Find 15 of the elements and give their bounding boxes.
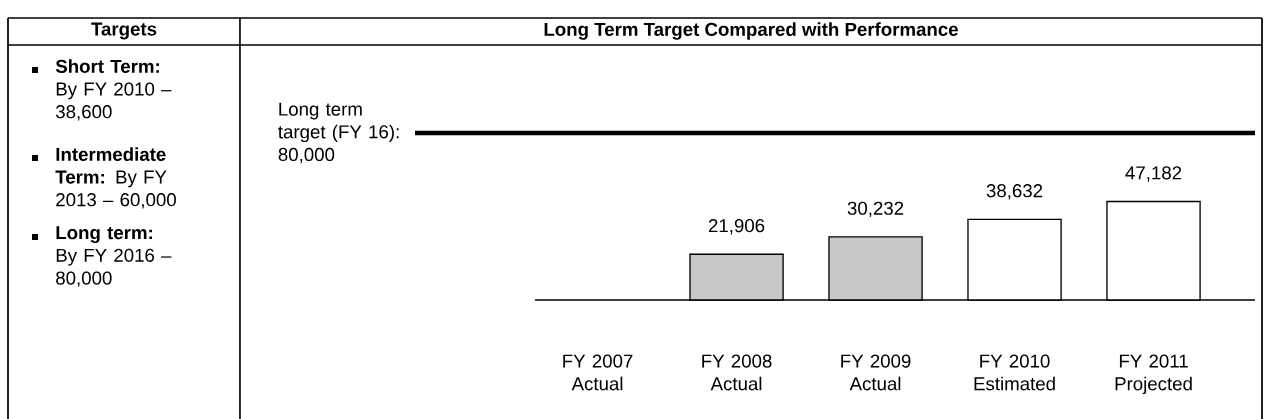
data-label: 38,632 bbox=[986, 184, 1043, 200]
x-tick-label: FY 2010 Estimated bbox=[974, 354, 1055, 391]
text: Targets bbox=[91, 22, 157, 40]
x-tick-label: FY 2011 Projected bbox=[1115, 354, 1192, 395]
data-label: 30,232 bbox=[847, 201, 904, 218]
x-tick-label: FY 2009 Actual bbox=[841, 354, 911, 391]
x-tick-label: FY 2008 Actual bbox=[702, 354, 772, 391]
text: Long term: By FY 2016 – 80,000 bbox=[56, 226, 172, 287]
ref-line-label: Long term target (FY 16): 80,000 bbox=[278, 102, 399, 164]
text: Intermediate Term: By FY 2013 – 60,000 bbox=[55, 147, 176, 209]
data-label: 21,906 bbox=[708, 219, 765, 235]
text: Short Term: By FY 2010 – 38,600 bbox=[55, 59, 172, 121]
data-label: 47,182 bbox=[1125, 166, 1182, 182]
x-tick-label: FY 2007 Actual bbox=[563, 354, 633, 391]
chart-title: Long Term Target Compared with Performance bbox=[544, 22, 958, 40]
